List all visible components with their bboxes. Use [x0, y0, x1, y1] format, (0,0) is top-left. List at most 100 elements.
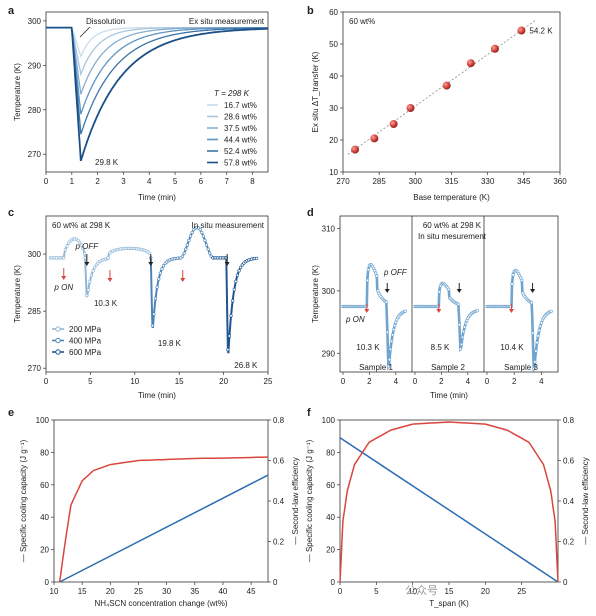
e-y-tick-label: 20 — [40, 546, 49, 555]
e-x-tick-label: 30 — [162, 587, 171, 596]
c-marker — [231, 299, 235, 303]
plot-frame — [342, 11, 561, 173]
c-marker — [81, 246, 85, 251]
d-marker — [457, 323, 461, 327]
b-x-tick-label: 285 — [372, 177, 386, 186]
d-marker — [460, 335, 465, 339]
c-marker — [208, 251, 212, 255]
e-y-tick-label: 60 — [40, 481, 49, 490]
e-y-tick-label: 80 — [40, 448, 49, 457]
c-marker — [237, 269, 241, 273]
c-mode-label: In situ measurement — [192, 221, 265, 230]
d-p-on-arrow-head — [508, 309, 514, 313]
d-p-on-arrow-head — [436, 309, 442, 313]
d-marker — [532, 367, 536, 371]
c-marker — [232, 288, 236, 292]
c-marker — [152, 312, 156, 316]
c-legend-label: 600 MPa — [69, 348, 102, 357]
c-marker — [234, 279, 238, 283]
e-y2-tick-label: 0.6 — [273, 457, 285, 466]
c-x-tick-label: 5 — [88, 377, 93, 386]
c-y-tick-label: 270 — [28, 364, 42, 373]
b-data-point — [370, 134, 379, 143]
c-y-axis-label: Temperature (K) — [13, 265, 22, 323]
c-x-tick-label: 0 — [44, 377, 49, 386]
c-marker — [184, 247, 188, 251]
c-marker — [153, 296, 158, 301]
a-x-axis-label: Time (min) — [138, 193, 176, 202]
a-x-tick-label: 4 — [147, 177, 152, 186]
d-marker — [536, 334, 540, 338]
d-x-tick-label: 4 — [539, 377, 544, 386]
c-p-off-label: p OFF — [75, 242, 100, 251]
f-x-axis-label: T_span (K) — [429, 599, 469, 608]
a-legend-label: 57.8 wt% — [224, 159, 257, 168]
c-marker — [82, 252, 87, 256]
a-y-tick-label: 270 — [28, 150, 42, 159]
plot-frame — [45, 11, 269, 173]
e-y2-tick-label: 0.8 — [273, 416, 285, 425]
c-marker — [62, 256, 66, 260]
c-series-line — [180, 226, 214, 259]
f-y2-axis-label: — Second-law efficiency — [581, 457, 590, 544]
c-marker — [198, 228, 202, 232]
b-y-tick-label: 60 — [329, 8, 338, 17]
f-y-axis-label: — Specific cooling capacity (J g⁻¹) — [305, 439, 314, 562]
f-x-tick-label: 10 — [408, 587, 417, 596]
f-y2-tick-label: 0.4 — [563, 497, 575, 506]
c-p-off-arrow-head — [84, 262, 90, 266]
a-legend-title: T = 298 K — [214, 89, 250, 98]
c-marker — [185, 243, 189, 247]
a-legend-label: 52.4 wt% — [224, 147, 257, 156]
b-y-tick-label: 50 — [329, 40, 338, 49]
a-x-tick-label: 5 — [173, 177, 178, 186]
e-x-tick-label: 35 — [190, 587, 199, 596]
d-marker — [458, 347, 463, 351]
d-marker — [511, 273, 515, 277]
f-y-tick-label: 60 — [326, 481, 335, 490]
d-marker — [384, 300, 388, 304]
d-sample-label: Sample 3 — [504, 363, 538, 372]
d-marker — [389, 339, 394, 343]
f-y-tick-label: 0 — [331, 578, 336, 587]
c-marker — [83, 256, 87, 260]
d-marker — [375, 274, 379, 278]
f-efficiency-line — [339, 421, 559, 583]
e-y2-tick-label: 0 — [273, 578, 278, 587]
c-arrow-5-head — [224, 262, 230, 266]
panel-letter-a: a — [8, 5, 15, 17]
d-marker — [394, 320, 398, 324]
c-marker — [227, 334, 232, 338]
panel-letter-f: f — [307, 407, 311, 419]
e-x-tick-label: 15 — [78, 587, 87, 596]
c-marker — [66, 241, 71, 245]
d-y-tick-label: 300 — [322, 287, 336, 296]
f-x-tick-label: 15 — [445, 587, 454, 596]
c-x-tick-label: 15 — [175, 377, 184, 386]
a-series-line — [46, 26, 268, 59]
b-y-axis-label: Ex situ ΔT_transfer (K) — [311, 51, 320, 132]
c-marker — [255, 256, 259, 260]
d-marker — [475, 309, 479, 313]
d-marker — [530, 301, 534, 305]
d-x-tick-label: 0 — [485, 377, 490, 386]
d-marker — [537, 328, 541, 333]
d-marker — [374, 271, 378, 275]
c-marker — [157, 277, 161, 281]
c-y-tick-label: 285 — [28, 307, 42, 316]
b-y-tick-label: 30 — [329, 104, 338, 113]
c-series-line — [149, 257, 181, 329]
f-y-tick-label: 100 — [322, 416, 336, 425]
c-marker — [93, 265, 97, 270]
a-x-tick-label: 3 — [121, 177, 126, 186]
d-marker — [533, 360, 537, 364]
d-x-tick-label: 2 — [512, 377, 517, 386]
a-legend-label: 28.6 wt% — [224, 113, 257, 122]
d-marker — [373, 269, 377, 273]
e-y-tick-label: 0 — [45, 578, 50, 587]
a-y-tick-label: 290 — [28, 61, 42, 70]
f-x-tick-label: 20 — [481, 587, 490, 596]
f-y-tick-label: 80 — [326, 448, 335, 457]
a-y-tick-label: 300 — [28, 17, 42, 26]
b-data-point — [351, 145, 360, 154]
